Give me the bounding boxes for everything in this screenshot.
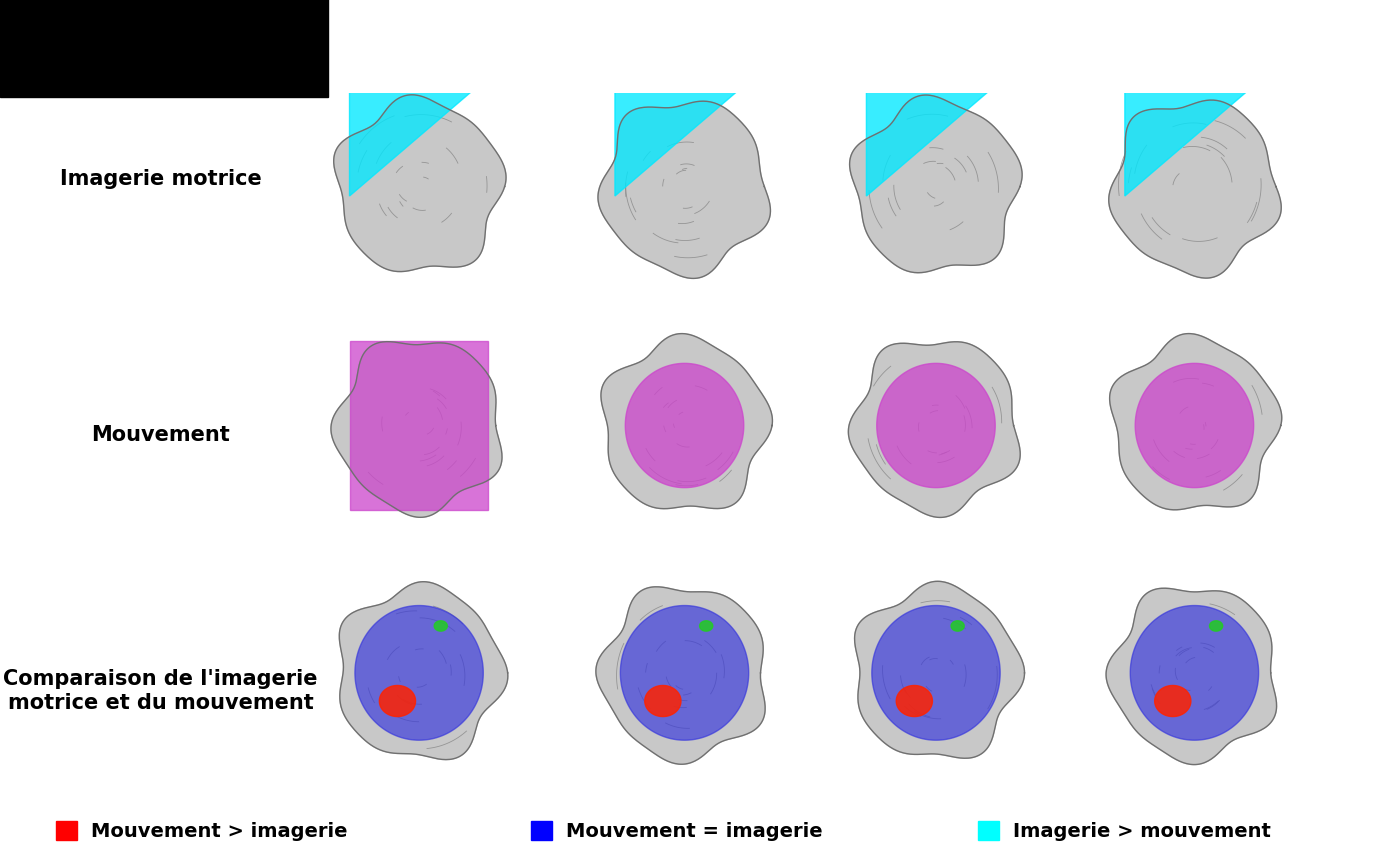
Bar <box>56 821 77 840</box>
Text: Imagerie > mouvement: Imagerie > mouvement <box>1013 821 1271 840</box>
Polygon shape <box>849 96 1023 273</box>
Bar <box>531 821 552 840</box>
Polygon shape <box>434 621 447 631</box>
Polygon shape <box>1109 101 1281 279</box>
Bar <box>978 821 999 840</box>
Text: Comparaison de l'imagerie
motrice et du mouvement: Comparaison de l'imagerie motrice et du … <box>3 669 319 711</box>
Text: Mouvement = imagerie: Mouvement = imagerie <box>566 821 823 840</box>
Polygon shape <box>1106 589 1277 765</box>
Polygon shape <box>951 621 964 631</box>
Polygon shape <box>877 364 995 488</box>
Polygon shape <box>866 19 1006 197</box>
Polygon shape <box>855 582 1024 758</box>
Polygon shape <box>1125 19 1264 197</box>
Polygon shape <box>598 102 770 279</box>
Polygon shape <box>1136 364 1253 488</box>
Polygon shape <box>645 686 680 717</box>
Polygon shape <box>700 621 712 631</box>
Polygon shape <box>1109 334 1281 510</box>
Bar <box>0 0 328 98</box>
Polygon shape <box>349 342 489 510</box>
Polygon shape <box>615 19 754 197</box>
Polygon shape <box>1210 621 1222 631</box>
Polygon shape <box>355 606 483 740</box>
Polygon shape <box>331 343 502 518</box>
Text: Mouvement: Mouvement <box>91 424 231 445</box>
Polygon shape <box>339 582 507 760</box>
Polygon shape <box>620 606 749 740</box>
Polygon shape <box>1130 606 1259 740</box>
Polygon shape <box>597 587 766 764</box>
Text: Mouvement > imagerie: Mouvement > imagerie <box>91 821 348 840</box>
Polygon shape <box>380 686 415 717</box>
Polygon shape <box>848 343 1020 518</box>
Polygon shape <box>897 686 932 717</box>
Polygon shape <box>601 334 773 509</box>
Polygon shape <box>349 19 489 197</box>
Polygon shape <box>872 606 1000 740</box>
Polygon shape <box>334 95 506 273</box>
Polygon shape <box>626 364 743 488</box>
Polygon shape <box>1155 686 1190 717</box>
Text: Imagerie motrice: Imagerie motrice <box>60 169 261 189</box>
